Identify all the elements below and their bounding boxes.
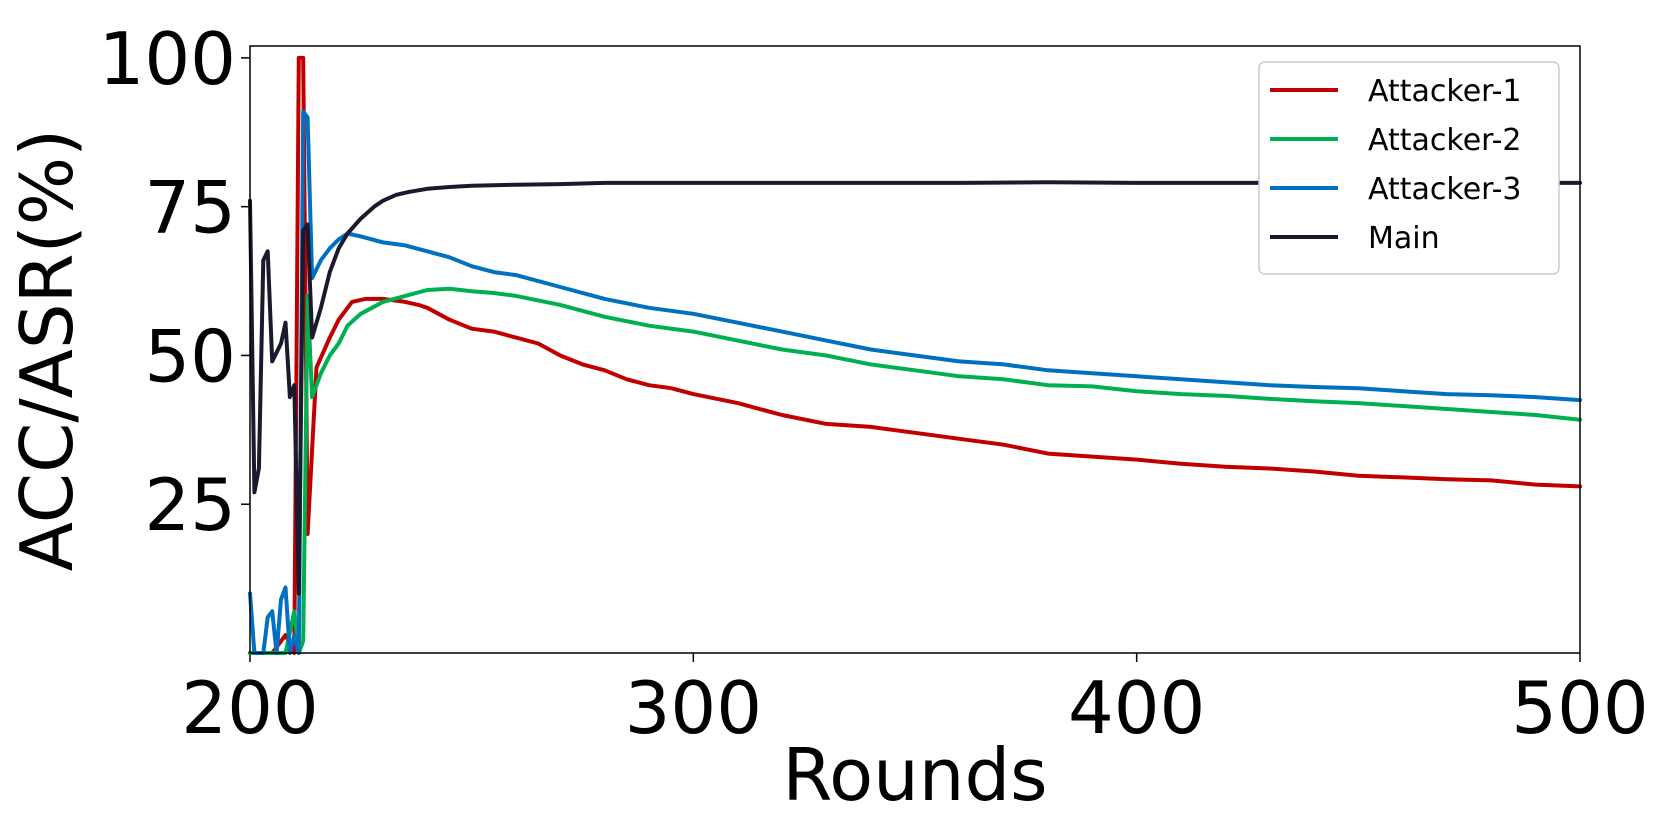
y-tick-label: 50: [144, 314, 236, 398]
series-line-attacker-2: [248, 286, 1582, 655]
series-line-main: [248, 180, 1582, 596]
x-tick-label: 400: [1068, 666, 1205, 750]
x-tick-label: 500: [1511, 666, 1648, 750]
x-tick-label: 300: [625, 666, 762, 750]
legend-box: [1258, 61, 1560, 275]
x-tick-label: 200: [181, 666, 318, 750]
y-axis-label: ACC/ASR(%): [5, 129, 89, 571]
series-line-attacker-3: [248, 109, 1582, 655]
ticks-layer: 200 300 400 500 25 50 75 100: [99, 17, 1649, 750]
plot-frame: [249, 45, 1581, 654]
y-tick-label: 25: [144, 463, 236, 547]
legend-label: Attacker-1: [1368, 74, 1522, 109]
x-axis-label: Rounds: [782, 733, 1047, 817]
series-line-attacker-1: [248, 55, 1582, 655]
legend: Attacker-1 Attacker-2 Attacker-3 Main: [1258, 61, 1560, 275]
legend-label: Attacker-3: [1368, 172, 1522, 207]
y-tick-label: 75: [144, 166, 236, 250]
y-tick-label: 100: [99, 17, 236, 101]
legend-label: Main: [1368, 221, 1440, 256]
legend-label: Attacker-2: [1368, 123, 1522, 158]
series-layer: [248, 55, 1582, 655]
